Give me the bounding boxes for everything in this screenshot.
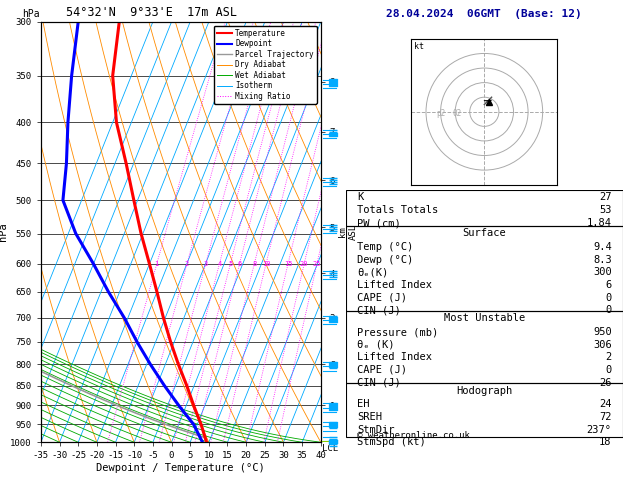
Text: 9.4: 9.4 [593,242,611,252]
Text: Totals Totals: Totals Totals [357,205,438,215]
Text: 4: 4 [217,261,221,267]
Text: 306: 306 [593,340,611,350]
Text: 6: 6 [237,261,242,267]
Text: 2: 2 [605,352,611,363]
Text: EH: EH [357,399,369,409]
Text: 53: 53 [599,205,611,215]
Text: 5: 5 [228,261,233,267]
Y-axis label: hPa: hPa [0,223,8,242]
Text: 8.3: 8.3 [593,255,611,265]
Text: 72: 72 [599,412,611,422]
Text: 54°32'N  9°33'E  17m ASL: 54°32'N 9°33'E 17m ASL [66,6,237,19]
Text: 1: 1 [155,261,159,267]
Text: 02: 02 [452,109,462,118]
Text: 25: 25 [313,261,321,267]
Text: CAPE (J): CAPE (J) [357,293,407,303]
Text: θₑ(K): θₑ(K) [357,267,388,278]
Text: kt: kt [415,42,425,51]
Text: CIN (J): CIN (J) [357,305,401,315]
Text: 24: 24 [599,399,611,409]
Text: 950: 950 [593,327,611,337]
Text: 1.84: 1.84 [587,219,611,228]
Text: 300: 300 [593,267,611,278]
Y-axis label: km
ASL: km ASL [338,224,357,240]
Text: 26: 26 [599,378,611,388]
Text: 8: 8 [252,261,257,267]
Text: Lifted Index: Lifted Index [357,280,432,290]
Text: 3: 3 [204,261,208,267]
Text: 6: 6 [605,280,611,290]
Legend: Temperature, Dewpoint, Parcel Trajectory, Dry Adiabat, Wet Adiabat, Isotherm, Mi: Temperature, Dewpoint, Parcel Trajectory… [214,26,317,104]
Text: 20: 20 [300,261,308,267]
Text: K: K [357,192,364,202]
Text: Lifted Index: Lifted Index [357,352,432,363]
Text: hPa: hPa [22,9,40,19]
Text: 0: 0 [605,305,611,315]
Text: PW (cm): PW (cm) [357,219,401,228]
Text: CAPE (J): CAPE (J) [357,365,407,375]
Text: θₑ (K): θₑ (K) [357,340,394,350]
Text: StmSpd (kt): StmSpd (kt) [357,437,426,447]
X-axis label: Dewpoint / Temperature (°C): Dewpoint / Temperature (°C) [96,463,265,473]
Text: 237°: 237° [587,425,611,434]
Text: Most Unstable: Most Unstable [443,313,525,323]
Text: 15: 15 [284,261,292,267]
Text: 28.04.2024  06GMT  (Base: 12): 28.04.2024 06GMT (Base: 12) [386,9,582,19]
Text: 0: 0 [605,365,611,375]
Text: Pressure (mb): Pressure (mb) [357,327,438,337]
Text: SREH: SREH [357,412,382,422]
Text: © weatheronline.co.uk: © weatheronline.co.uk [357,431,470,440]
Bar [346,311,623,383]
Text: StmDir: StmDir [357,425,394,434]
Text: 0: 0 [605,293,611,303]
Text: 27: 27 [599,192,611,202]
Bar [346,383,623,437]
Text: 10: 10 [262,261,270,267]
Text: 18: 18 [599,437,611,447]
Bar [346,226,623,311]
Text: 2: 2 [185,261,189,267]
Text: Dewp (°C): Dewp (°C) [357,255,413,265]
Text: Surface: Surface [462,228,506,238]
Text: LCL: LCL [322,444,338,453]
Text: Temp (°C): Temp (°C) [357,242,413,252]
Text: p2: p2 [437,109,445,118]
Bar [346,190,623,226]
Text: CIN (J): CIN (J) [357,378,401,388]
Text: Hodograph: Hodograph [456,385,513,396]
